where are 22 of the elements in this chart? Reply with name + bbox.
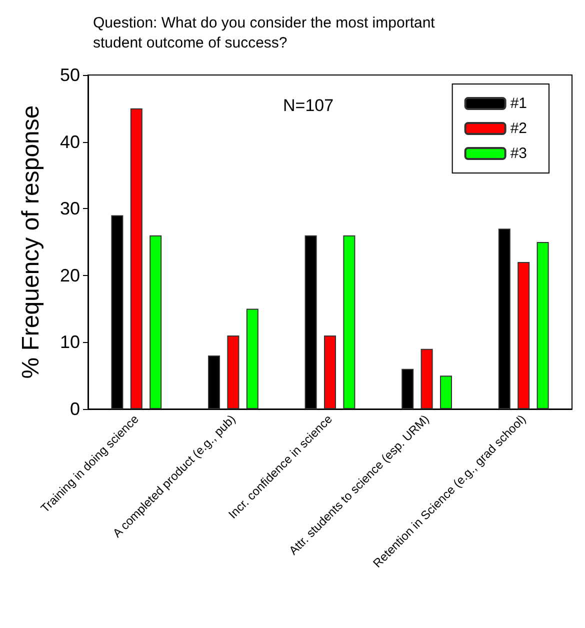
legend-label: #2 [510, 120, 528, 137]
y-tick-label: 20 [60, 265, 80, 286]
chart-title: Question: What do you consider the most important student outcome of success? [93, 14, 436, 52]
bar [440, 376, 452, 409]
bar [150, 235, 162, 409]
bar [246, 308, 258, 409]
bar [324, 336, 336, 409]
y-tick-label: 10 [60, 332, 80, 352]
annotation: N=107 [283, 96, 334, 115]
y-tick-label: 50 [60, 65, 80, 85]
y-tick-label: 0 [70, 399, 80, 419]
y-axis-title: % Frequency of response [18, 105, 44, 379]
bar [343, 235, 356, 409]
bar [130, 108, 142, 409]
bar [518, 262, 530, 409]
bar [227, 336, 240, 409]
legend-label: #3 [510, 145, 528, 162]
y-tick-label: 40 [60, 132, 80, 152]
bar [420, 348, 433, 409]
bar [536, 242, 549, 409]
y-tick-label: 30 [60, 198, 80, 219]
legend-label: #1 [510, 95, 528, 112]
